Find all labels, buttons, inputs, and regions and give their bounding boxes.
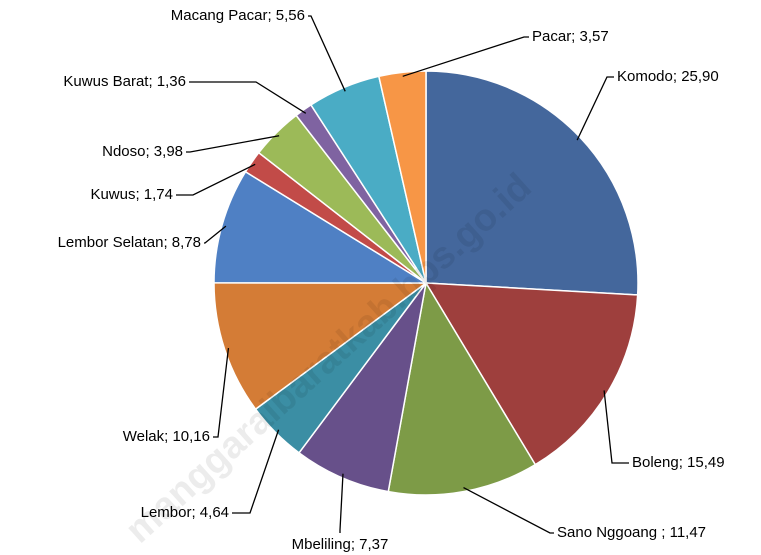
leader-line (204, 225, 227, 244)
leaders (176, 15, 629, 534)
leader-line (339, 473, 344, 533)
leader-line (603, 390, 629, 464)
leader-line (463, 487, 554, 534)
data-label: Mbeliling; 7,37 (292, 536, 389, 553)
leader-line (402, 36, 529, 77)
labels: Komodo; 25,90 Boleng; 15,49 Sano Nggoang ;… (58, 7, 725, 553)
data-label: Macang Pacar; 5,56 (171, 7, 305, 24)
leader-line (576, 76, 614, 141)
slices (213, 70, 639, 496)
pie-slice (387, 280, 537, 496)
leader-line (232, 429, 280, 514)
pie-slice (377, 70, 427, 284)
data-label: Sano Nggoang ; 11,47 (557, 524, 706, 541)
pie-slice (213, 282, 429, 411)
data-label: Kuwus Barat; 1,36 (63, 73, 186, 90)
leader-line (186, 135, 280, 153)
leader-line (308, 15, 346, 92)
data-label: Komodo; 25,90 (617, 68, 719, 85)
pie-slice (425, 70, 639, 296)
pie-slice (424, 282, 639, 466)
data-label: Lembor; 4,64 (141, 504, 229, 521)
data-label: Kuwus; 1,74 (90, 186, 173, 203)
data-label: Lembor Selatan; 8,78 (58, 234, 201, 251)
data-label: Pacar; 3,57 (532, 28, 609, 45)
data-label: Ndoso; 3,98 (102, 143, 183, 160)
pie-slice (298, 282, 427, 493)
leader-line (213, 347, 230, 438)
leader-line (189, 81, 307, 114)
leader-line (176, 163, 256, 196)
data-label: Boleng; 15,49 (632, 454, 725, 471)
data-label: Welak; 10,16 (123, 428, 210, 445)
pie-slice (213, 170, 429, 284)
